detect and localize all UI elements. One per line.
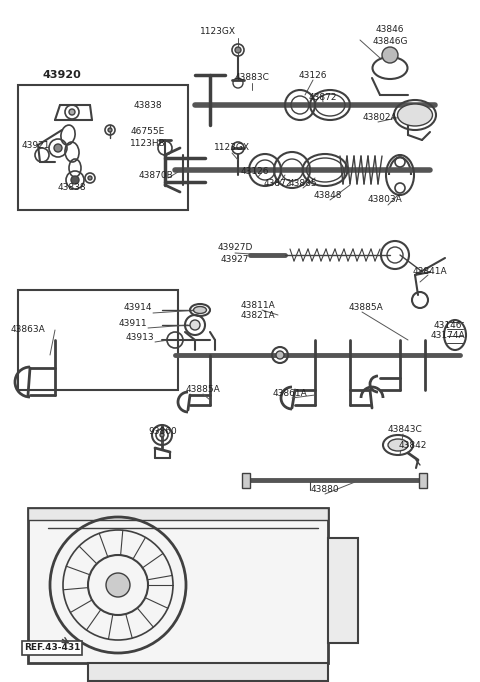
Text: 43861A: 43861A — [273, 389, 307, 398]
Text: 43841A: 43841A — [413, 267, 447, 276]
Circle shape — [71, 176, 79, 184]
Ellipse shape — [193, 306, 206, 314]
Text: 46755E: 46755E — [131, 128, 165, 136]
Text: 43870B: 43870B — [139, 170, 173, 179]
Text: 1123GX: 1123GX — [200, 27, 236, 37]
Circle shape — [276, 351, 284, 359]
Circle shape — [160, 433, 164, 437]
Text: 43911: 43911 — [119, 318, 147, 327]
Circle shape — [106, 573, 130, 597]
Circle shape — [235, 47, 241, 53]
Text: 43838: 43838 — [58, 183, 86, 192]
Text: 43883C: 43883C — [235, 74, 269, 83]
Text: 43872: 43872 — [309, 93, 337, 102]
Ellipse shape — [397, 104, 432, 126]
Text: 43838: 43838 — [134, 100, 162, 110]
Text: 43821A: 43821A — [240, 312, 276, 321]
Text: 43914: 43914 — [124, 303, 152, 312]
Text: 43920: 43920 — [43, 70, 82, 80]
Text: 43872: 43872 — [264, 179, 292, 188]
Circle shape — [190, 320, 200, 330]
Bar — [28, 508, 328, 520]
Bar — [18, 290, 178, 390]
Text: 43174A: 43174A — [431, 331, 465, 340]
Text: 93860: 93860 — [149, 428, 178, 436]
Text: 43802A: 43802A — [363, 113, 397, 123]
Text: 43843C: 43843C — [388, 426, 422, 434]
Text: 43921: 43921 — [22, 140, 50, 149]
Text: 43927: 43927 — [221, 254, 249, 263]
Circle shape — [88, 176, 92, 180]
Text: 43885A: 43885A — [186, 385, 220, 394]
Bar — [88, 663, 328, 681]
Text: 43913: 43913 — [126, 333, 154, 342]
Text: REF.43-431: REF.43-431 — [24, 644, 80, 653]
Text: 43927D: 43927D — [217, 243, 252, 252]
Ellipse shape — [388, 439, 408, 451]
Circle shape — [54, 144, 62, 152]
Text: 1123GX: 1123GX — [214, 143, 250, 153]
Circle shape — [69, 109, 75, 115]
Bar — [28, 508, 328, 663]
Circle shape — [108, 128, 112, 132]
Bar — [419, 473, 427, 488]
Bar — [328, 538, 358, 643]
Text: 43146: 43146 — [434, 321, 462, 329]
Bar — [18, 85, 188, 210]
Text: 43848: 43848 — [314, 192, 342, 201]
Text: 43126: 43126 — [299, 70, 327, 80]
Text: 43863A: 43863A — [11, 325, 46, 334]
Bar — [242, 473, 250, 488]
Text: 43885A: 43885A — [348, 303, 384, 312]
Text: 43846G: 43846G — [372, 37, 408, 46]
Text: 43803A: 43803A — [368, 196, 402, 205]
Text: 43811A: 43811A — [240, 301, 276, 310]
Text: 43885: 43885 — [288, 179, 317, 188]
Circle shape — [382, 47, 398, 63]
Text: 43842: 43842 — [399, 441, 427, 449]
Text: 1123HB: 1123HB — [130, 138, 166, 147]
Text: 43880: 43880 — [311, 486, 339, 494]
Text: 43126: 43126 — [241, 168, 269, 177]
Text: 43846: 43846 — [376, 25, 404, 35]
